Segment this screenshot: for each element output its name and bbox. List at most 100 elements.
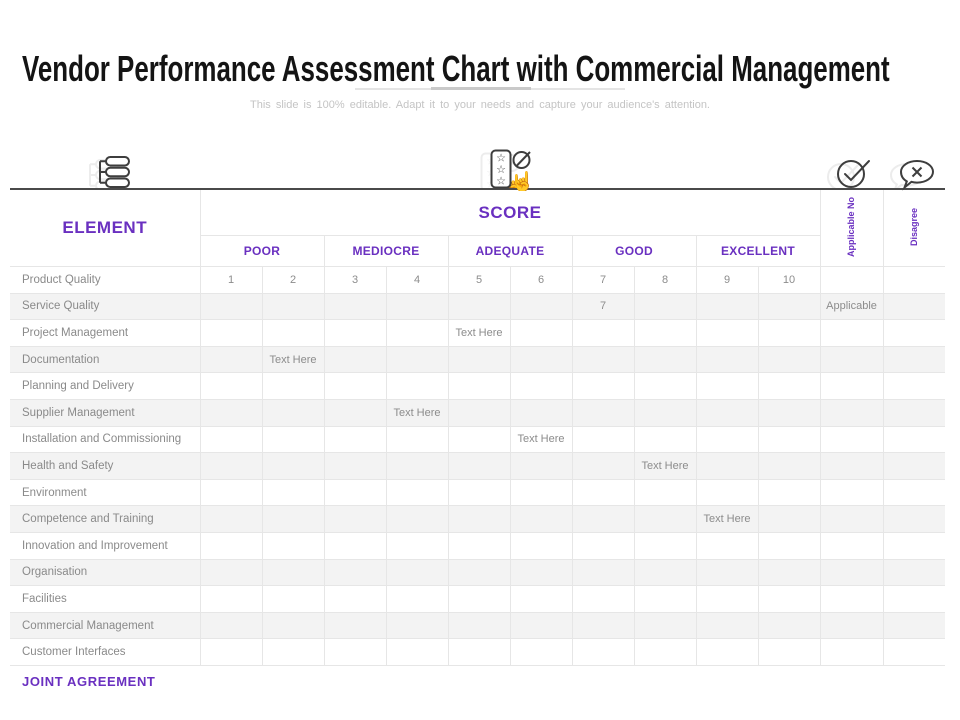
- score-cell[interactable]: [199, 611, 263, 640]
- score-cell[interactable]: [261, 425, 325, 454]
- score-cell[interactable]: [757, 558, 821, 587]
- score-cell[interactable]: [633, 372, 697, 400]
- disagree-cell[interactable]: [882, 531, 946, 560]
- disagree-cell[interactable]: [882, 425, 946, 454]
- score-cell[interactable]: [571, 452, 635, 480]
- applicable-cell[interactable]: [819, 452, 884, 480]
- score-cell[interactable]: [323, 319, 387, 347]
- score-cell[interactable]: [509, 505, 573, 533]
- score-cell[interactable]: [695, 319, 759, 347]
- score-cell[interactable]: [199, 452, 263, 480]
- score-cell[interactable]: [385, 638, 449, 666]
- score-cell[interactable]: [633, 398, 697, 427]
- score-cell[interactable]: [385, 452, 449, 480]
- score-cell[interactable]: [757, 638, 821, 666]
- score-cell[interactable]: 1: [199, 266, 263, 294]
- score-cell[interactable]: [695, 611, 759, 640]
- score-cell[interactable]: [323, 398, 387, 427]
- applicable-cell[interactable]: [819, 638, 884, 666]
- score-cell[interactable]: [385, 345, 449, 374]
- score-cell[interactable]: [633, 478, 697, 507]
- score-cell[interactable]: [199, 372, 263, 400]
- disagree-cell[interactable]: [882, 638, 946, 666]
- score-cell[interactable]: [447, 558, 511, 587]
- score-cell[interactable]: 10: [757, 266, 821, 294]
- applicable-cell[interactable]: [819, 611, 884, 640]
- score-cell[interactable]: [633, 292, 697, 321]
- disagree-cell[interactable]: [882, 319, 946, 347]
- score-cell[interactable]: 3: [323, 266, 387, 294]
- disagree-cell[interactable]: [882, 585, 946, 613]
- score-cell[interactable]: [695, 558, 759, 587]
- disagree-cell[interactable]: [882, 292, 946, 321]
- score-cell[interactable]: [447, 345, 511, 374]
- score-cell[interactable]: [261, 585, 325, 613]
- score-cell[interactable]: [509, 638, 573, 666]
- score-cell[interactable]: [509, 478, 573, 507]
- score-cell[interactable]: [633, 345, 697, 374]
- applicable-cell[interactable]: [819, 531, 884, 560]
- score-cell[interactable]: Text Here: [509, 425, 573, 454]
- score-cell[interactable]: [447, 505, 511, 533]
- score-cell[interactable]: [323, 505, 387, 533]
- applicable-cell[interactable]: [819, 266, 884, 294]
- score-cell[interactable]: [385, 478, 449, 507]
- score-cell[interactable]: [261, 531, 325, 560]
- score-cell[interactable]: [199, 638, 263, 666]
- score-cell[interactable]: [261, 319, 325, 347]
- score-cell[interactable]: [199, 558, 263, 587]
- score-cell[interactable]: [571, 505, 635, 533]
- score-cell[interactable]: [633, 585, 697, 613]
- score-cell[interactable]: [633, 319, 697, 347]
- disagree-cell[interactable]: [882, 266, 946, 294]
- score-cell[interactable]: [757, 345, 821, 374]
- score-cell[interactable]: 7: [571, 266, 635, 294]
- score-cell[interactable]: [261, 611, 325, 640]
- score-cell[interactable]: [385, 425, 449, 454]
- score-cell[interactable]: [385, 531, 449, 560]
- score-cell[interactable]: [199, 319, 263, 347]
- score-cell[interactable]: [447, 425, 511, 454]
- score-cell[interactable]: [571, 345, 635, 374]
- score-cell[interactable]: [323, 531, 387, 560]
- score-cell[interactable]: [447, 478, 511, 507]
- applicable-cell[interactable]: [819, 585, 884, 613]
- score-cell[interactable]: Text Here: [385, 398, 449, 427]
- score-cell[interactable]: [633, 425, 697, 454]
- score-cell[interactable]: 8: [633, 266, 697, 294]
- score-cell[interactable]: [633, 558, 697, 587]
- score-cell[interactable]: Text Here: [447, 319, 511, 347]
- applicable-cell[interactable]: [819, 372, 884, 400]
- score-cell[interactable]: [323, 558, 387, 587]
- score-cell[interactable]: [757, 611, 821, 640]
- score-cell[interactable]: [447, 398, 511, 427]
- score-cell[interactable]: [261, 372, 325, 400]
- score-cell[interactable]: [695, 585, 759, 613]
- score-cell[interactable]: [695, 345, 759, 374]
- score-cell[interactable]: [323, 292, 387, 321]
- score-cell[interactable]: [323, 611, 387, 640]
- score-cell[interactable]: [261, 452, 325, 480]
- score-cell[interactable]: [695, 452, 759, 480]
- score-cell[interactable]: [509, 558, 573, 587]
- applicable-cell[interactable]: [819, 478, 884, 507]
- score-cell[interactable]: [571, 372, 635, 400]
- score-cell[interactable]: 6: [509, 266, 573, 294]
- score-cell[interactable]: [695, 372, 759, 400]
- score-cell[interactable]: [633, 531, 697, 560]
- score-cell[interactable]: [509, 319, 573, 347]
- disagree-cell[interactable]: [882, 372, 946, 400]
- score-cell[interactable]: [695, 425, 759, 454]
- score-cell[interactable]: [261, 558, 325, 587]
- score-cell[interactable]: 9: [695, 266, 759, 294]
- score-cell[interactable]: [757, 372, 821, 400]
- score-cell[interactable]: [447, 585, 511, 613]
- score-cell[interactable]: [447, 292, 511, 321]
- score-cell[interactable]: [571, 638, 635, 666]
- score-cell[interactable]: [757, 478, 821, 507]
- score-cell[interactable]: [199, 478, 263, 507]
- score-cell[interactable]: Text Here: [633, 452, 697, 480]
- disagree-cell[interactable]: [882, 478, 946, 507]
- applicable-cell[interactable]: Applicable: [819, 292, 884, 321]
- score-cell[interactable]: [385, 372, 449, 400]
